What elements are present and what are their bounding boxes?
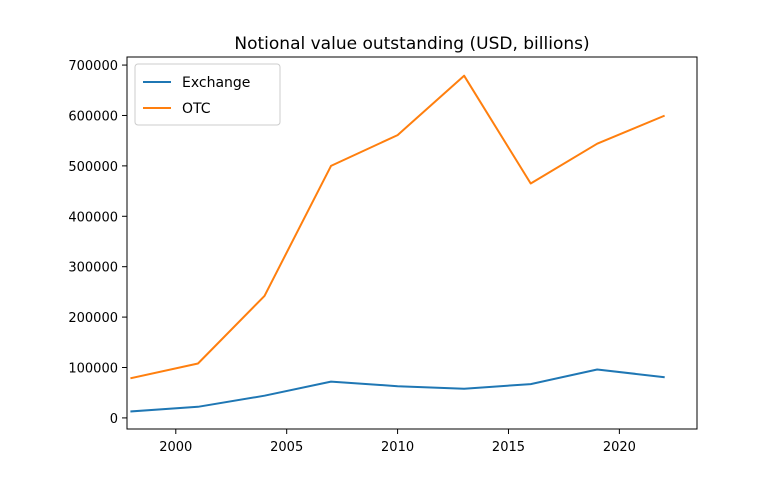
x-axis: 2000 2005 2010 2015 2020	[159, 429, 636, 455]
y-tick-label: 400000	[68, 210, 118, 225]
plot-area-frame	[126, 56, 698, 430]
x-tick-label: 2000	[159, 440, 192, 455]
y-tick-label: 700000	[68, 59, 118, 74]
series-line-otc	[130, 74, 666, 380]
x-tick-label: 2005	[270, 440, 303, 455]
legend: Exchange OTC	[134, 63, 281, 126]
series-layer	[130, 74, 666, 413]
y-tick-label: 600000	[68, 109, 118, 124]
y-tick-label: 200000	[68, 311, 118, 326]
legend-label-exchange: Exchange	[182, 75, 250, 91]
x-tick-label: 2010	[381, 440, 414, 455]
x-tick-label: 2020	[603, 440, 636, 455]
y-tick-label: 0	[110, 412, 118, 427]
x-tick-label: 2015	[492, 440, 525, 455]
y-tick-label: 500000	[68, 160, 118, 175]
series-line-exchange	[130, 368, 665, 413]
legend-label-otc: OTC	[182, 101, 211, 117]
y-tick-label: 300000	[68, 261, 118, 276]
legend-box	[134, 63, 281, 126]
y-axis: 0 100000 200000 300000 400000 500000 600000 700…	[68, 59, 127, 427]
y-tick-label: 100000	[68, 362, 118, 377]
chart-title: Notional value outstanding (USD, billion…	[234, 34, 589, 54]
